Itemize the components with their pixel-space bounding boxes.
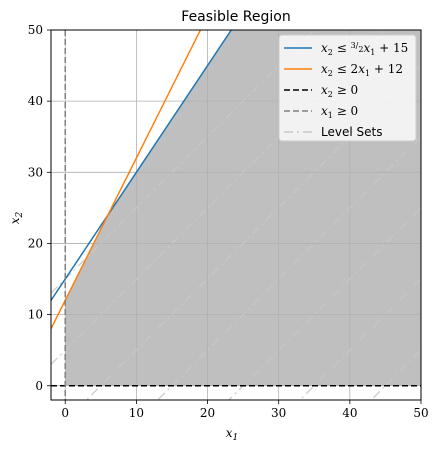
plot-frame [50, 29, 422, 401]
legend-box [278, 34, 417, 142]
legend-label-1: x2 ≤ 3/2x1 + 15 [321, 41, 408, 57]
constraint-line-2 [51, 30, 202, 330]
axis-labels: x1 x2 [8, 211, 238, 443]
legend-label-2: x2 ≤ 2x1 + 12 [321, 62, 403, 78]
y-tick-label: 50 [28, 23, 43, 37]
y-tick-label: 0 [35, 379, 43, 393]
legend-label-4: x1 ≥ 0 [321, 104, 358, 120]
level-set-line [51, 30, 316, 294]
y-tick-label: 20 [28, 236, 43, 250]
x-tick-label: 30 [271, 406, 286, 420]
level-set-line [227, 207, 421, 400]
legend: x2 ≤ 3/2x1 + 15 x2 ≤ 2x1 + 12 x2 ≥ 0 x1 ≥ 0… [278, 34, 417, 142]
axis-ticks: 0 10 20 30 40 50 0 10 20 30 40 50 [28, 23, 429, 420]
level-set-line [85, 65, 421, 400]
chart-title: Feasible Region [181, 9, 290, 25]
y-axis-label: x2 [8, 211, 25, 224]
x-axis-label: x1 [226, 426, 239, 443]
x-tick-label: 20 [200, 406, 215, 420]
constraint-line-1 [51, 30, 233, 301]
level-set-line [51, 30, 387, 365]
legend-label-level-sets: Level Sets [321, 125, 382, 139]
y-tick-label: 40 [28, 94, 43, 108]
legend-label-3: x2 ≥ 0 [321, 83, 358, 99]
y-tick-label: 30 [28, 165, 43, 179]
x-tick-label: 10 [129, 406, 144, 420]
x-tick-label: 0 [61, 406, 69, 420]
y-tick-label: 10 [28, 308, 43, 322]
x-tick-label: 40 [342, 406, 357, 420]
x-tick-label: 50 [413, 406, 428, 420]
level-set-line [156, 136, 421, 400]
